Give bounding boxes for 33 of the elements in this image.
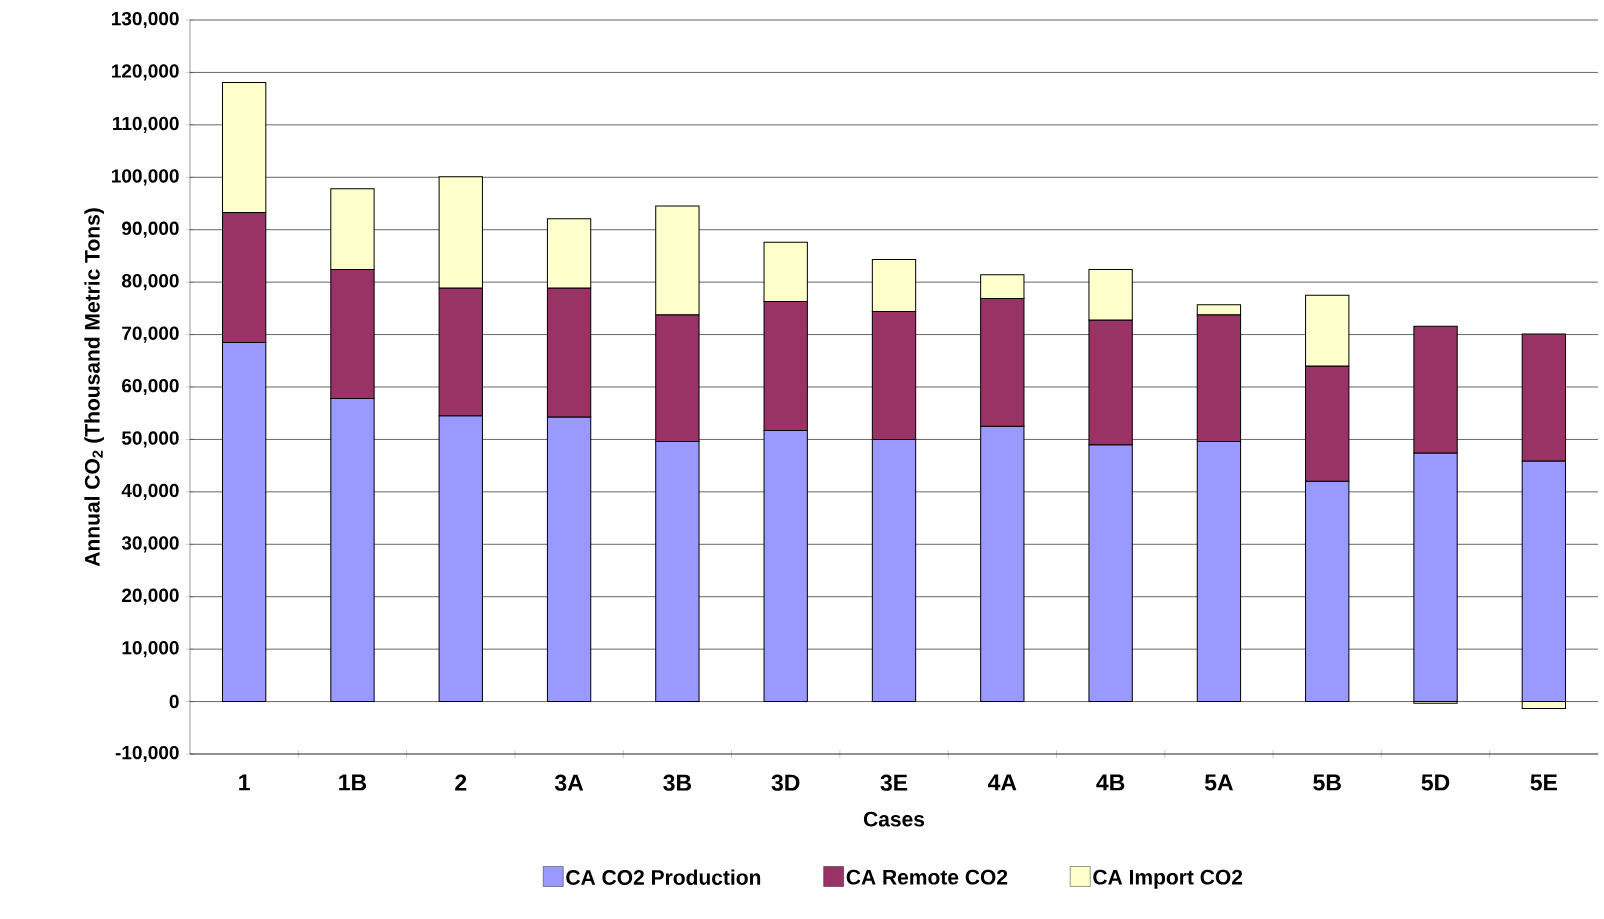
legend-label: CA CO2 Production [566,869,761,885]
y-axis-title: Annual CO$_{2}$ (Thousand Metric Tons) [84,208,104,567]
y-tick-label: 120,000 [111,64,179,81]
x-tick-label: 3B [663,774,692,791]
x-tick-label: 5E [1530,774,1558,791]
y-tick-label: 10,000 [122,641,179,658]
y-tick-label: 0 [169,694,179,709]
y-tick-label: 30,000 [121,536,179,553]
x-tick-label: 4B [1096,774,1125,791]
legend-label: CA Import CO2 [1093,869,1243,889]
y-tick-label: 60,000 [122,378,179,396]
legend-label: CA Remote CO2 [846,869,1008,885]
y-tick-label: 80,000 [121,274,179,291]
y-tick-label: 130,000 [111,11,179,29]
y-tick-label: -10,000 [115,745,179,763]
y-tick-label: 90,000 [122,221,179,238]
y-tick-label: 40,000 [121,483,179,500]
x-tick-label: 4A [987,774,1017,791]
x-tick-label: 5B [1313,774,1341,791]
y-tick-label: 100,000 [111,169,179,186]
x-tick-label: 2 [455,774,467,791]
x-axis-title: Cases [863,811,925,827]
x-tick-label: 1 [239,774,250,791]
y-tick-label: 110,000 [113,116,179,133]
x-tick-label: 3A [554,774,584,791]
x-tick-label: 3E [880,774,908,791]
y-tick-label: 70,000 [122,326,179,343]
y-tick-label: 50,000 [121,431,179,448]
x-tick-label: 5D [1421,774,1450,791]
x-tick-label: 5A [1204,774,1234,791]
y-tick-label: 20,000 [122,588,179,605]
x-tick-label: 1B [339,774,367,791]
x-tick-label: 3D [771,774,800,791]
